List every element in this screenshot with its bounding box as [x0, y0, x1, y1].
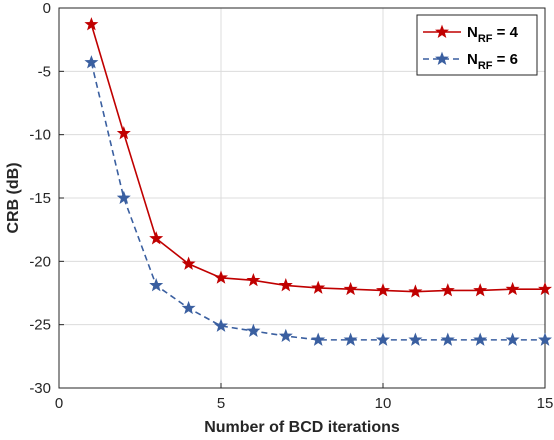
series-1-point — [440, 283, 455, 297]
series-2-point — [505, 332, 520, 346]
series-2-point — [538, 332, 552, 346]
legend-entry-1: NRF = 4 — [467, 24, 519, 45]
y-tick-label: -30 — [29, 380, 51, 397]
x-tick-label: 10 — [375, 395, 392, 412]
legend-marker-1 — [435, 24, 449, 38]
y-axis-label: CRB (dB) — [5, 162, 22, 233]
series-2-point — [149, 278, 164, 292]
x-tick-label: 5 — [217, 395, 225, 412]
y-tick-label: -15 — [29, 190, 51, 207]
y-tick-label: 0 — [43, 0, 51, 17]
series-2-point — [116, 190, 131, 204]
series-1-point — [116, 126, 131, 140]
series-1-point — [311, 280, 326, 294]
series-2-point — [408, 332, 423, 346]
series-2-point — [440, 332, 455, 346]
series-1-point — [473, 283, 488, 297]
series-layer — [84, 17, 552, 346]
series-2-point — [311, 332, 326, 346]
x-tick-label: 15 — [537, 395, 554, 412]
series-1 — [84, 17, 552, 298]
series-1-point — [181, 256, 196, 270]
series-2-point — [84, 55, 99, 69]
x-tick-label: 0 — [55, 395, 63, 412]
legend-box — [416, 14, 538, 76]
series-2-point — [473, 332, 488, 346]
series-2-point — [278, 328, 293, 343]
series-1-point — [408, 284, 423, 298]
series-2-point — [214, 318, 228, 332]
series-1-point — [505, 281, 520, 296]
series-1-point — [538, 281, 552, 296]
legend-entry-2: NRF = 6 — [467, 51, 518, 72]
y-tick-label: -25 — [29, 317, 51, 334]
series-1-point — [376, 283, 390, 297]
legend: NRF = 4 NRF = 6 — [416, 14, 538, 76]
series-2-point — [343, 332, 358, 346]
series-2-point — [181, 300, 196, 315]
series-1-point — [343, 281, 358, 296]
series-1-point — [246, 272, 261, 287]
series-2 — [84, 55, 552, 346]
y-tick-label: -20 — [29, 253, 51, 270]
series-1-point — [84, 17, 99, 31]
series-1-point — [278, 278, 293, 292]
axis-ticks: 0 5 10 15 0 -5 -10 -15 -20 -25 -30 — [29, 0, 553, 412]
y-tick-label: -5 — [38, 63, 51, 80]
x-axis-label: Number of BCD iterations — [204, 419, 400, 436]
series-2-point — [246, 323, 261, 337]
series-1-point — [214, 270, 228, 284]
series-1-point — [149, 231, 164, 245]
series-2-line — [90, 62, 545, 341]
series-2-point — [376, 332, 390, 346]
legend-marker-2 — [435, 51, 449, 65]
y-tick-label: -10 — [29, 127, 51, 144]
